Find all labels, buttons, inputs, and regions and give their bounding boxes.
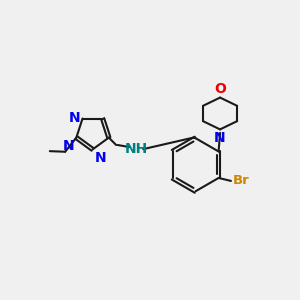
Text: N: N [214, 130, 226, 145]
Text: N: N [69, 111, 80, 125]
Text: Br: Br [233, 174, 250, 188]
Text: O: O [214, 82, 226, 96]
Text: N: N [63, 139, 75, 153]
Text: N: N [94, 151, 106, 165]
Text: NH: NH [125, 142, 148, 155]
